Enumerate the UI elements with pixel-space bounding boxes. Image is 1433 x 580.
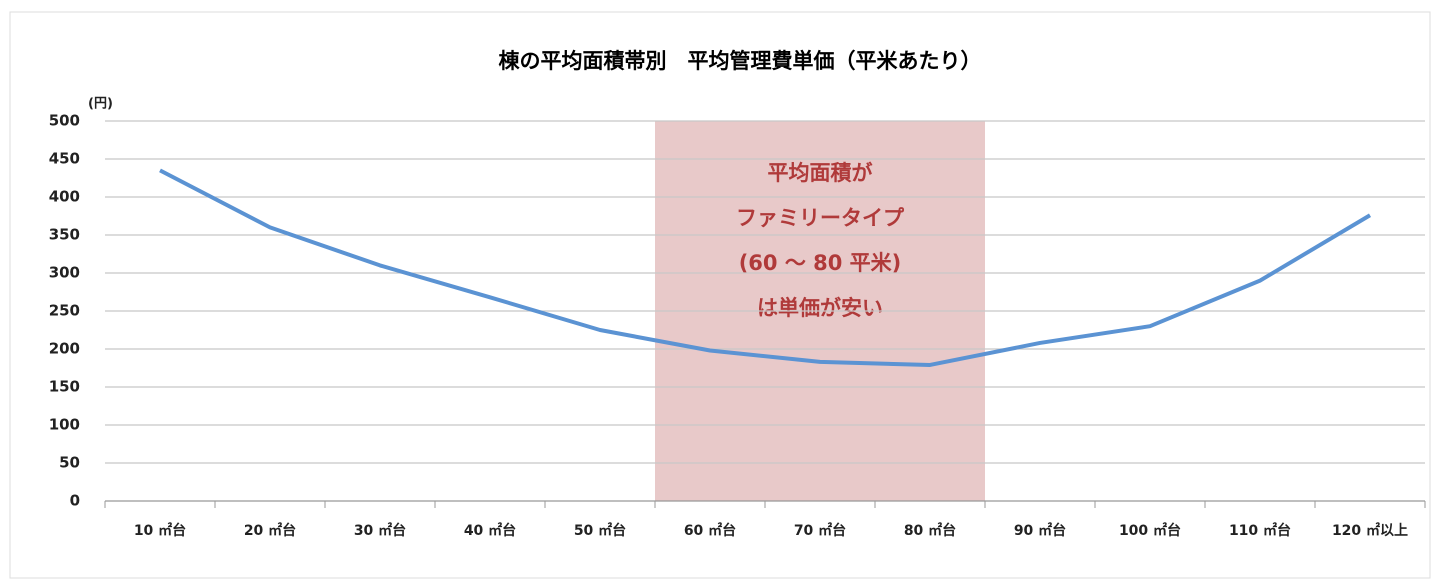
x-tick-label: 70 ㎡台 — [794, 522, 846, 539]
y-tick-label: 100 — [49, 416, 80, 434]
y-tick-label: 200 — [49, 340, 80, 358]
x-tick-label: 80 ㎡台 — [904, 522, 956, 539]
annotation: 平均面積が — [768, 161, 873, 185]
x-tick-label: 40 ㎡台 — [464, 522, 516, 539]
y-tick-label: 50 — [59, 454, 80, 472]
annotation: は単価が安い — [757, 296, 883, 320]
x-tick-label: 20 ㎡台 — [244, 522, 296, 539]
y-tick-label: 500 — [49, 112, 80, 130]
annotation: (60 ～ 80 平米) — [739, 251, 902, 275]
data-line — [159, 168, 1372, 367]
y-tick-label: 0 — [70, 492, 80, 510]
x-tick-label: 90 ㎡台 — [1014, 522, 1066, 539]
y-tick-label: 450 — [49, 150, 80, 168]
x-tick-label: 50 ㎡台 — [574, 522, 626, 539]
x-tick-label: 60 ㎡台 — [684, 522, 736, 539]
x-tick-label: 120 ㎡以上 — [1332, 522, 1408, 539]
x-tick-label: 10 ㎡台 — [134, 522, 186, 539]
y-tick-label: 400 — [49, 188, 80, 206]
y-tick-label: 350 — [49, 226, 80, 244]
x-tick-label: 100 ㎡台 — [1119, 522, 1181, 539]
y-unit: (円) — [88, 97, 113, 112]
x-tick-label: 30 ㎡台 — [354, 522, 406, 539]
annotation: ファミリータイプ — [736, 206, 905, 230]
x-tick-label: 110 ㎡台 — [1229, 522, 1291, 539]
chart-title: 棟の平均面積帯別 平均管理費単価（平米あたり） — [499, 49, 982, 73]
y-tick-label: 150 — [49, 378, 80, 396]
y-tick-label: 300 — [49, 264, 80, 282]
y-tick-label: 250 — [49, 302, 80, 320]
